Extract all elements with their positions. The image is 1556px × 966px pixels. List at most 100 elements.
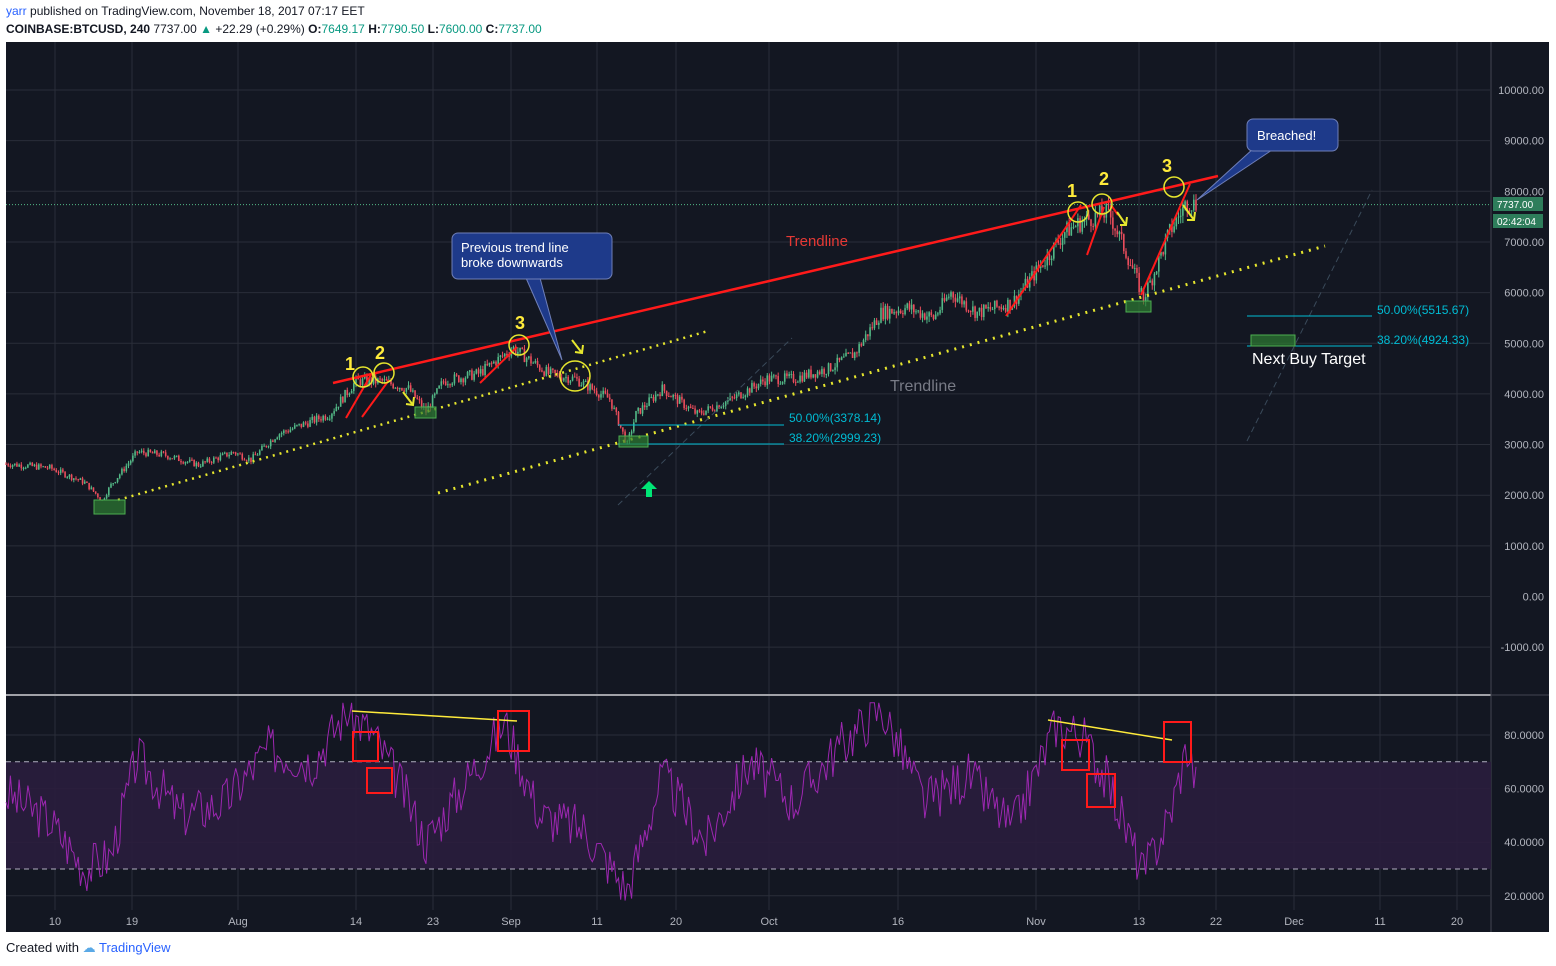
interval: 240: [130, 22, 151, 36]
candle-body: [468, 370, 471, 372]
rsi-tick-label: 40.0000: [1504, 837, 1544, 849]
symbol-name[interactable]: COINBASE:BTCUSD: [6, 22, 124, 36]
candle-body: [554, 369, 556, 373]
candle-body: [125, 465, 128, 472]
candle-body: [595, 390, 598, 396]
rsi-highlight-box: [1086, 773, 1116, 808]
candle-body: [1129, 265, 1132, 267]
candle-body: [1059, 243, 1062, 245]
candle-body: [823, 368, 825, 375]
candle-body: [1009, 299, 1011, 310]
candle-body: [1182, 206, 1184, 216]
candle-body: [976, 311, 979, 318]
time-tick-label: 22: [1210, 916, 1222, 928]
wave-circle: [1067, 201, 1089, 223]
candle-body: [657, 394, 659, 396]
candle-body: [827, 363, 830, 374]
candle-body: [751, 383, 753, 393]
candle-body: [718, 405, 720, 409]
candle-body: [556, 372, 559, 374]
price-axis[interactable]: [1491, 42, 1549, 910]
candle-body: [904, 308, 906, 315]
gray-dashed-diagonal: [617, 337, 793, 506]
callout-breached[interactable]: Breached!: [1196, 118, 1339, 201]
rsi-highlight-box: [1061, 739, 1090, 771]
candle-body: [593, 389, 596, 391]
candle-body: [569, 380, 572, 383]
rsi-highlight-box: [366, 767, 393, 794]
candle-body: [692, 407, 694, 409]
candle-body: [729, 396, 731, 400]
candle-body: [1053, 242, 1055, 259]
candle-body: [355, 376, 357, 384]
candle-body: [1160, 252, 1162, 256]
time-axis[interactable]: [6, 910, 1491, 932]
candle-body: [438, 385, 440, 389]
candle-body: [13, 463, 16, 465]
candle-body: [757, 383, 760, 389]
candle-body: [412, 390, 414, 392]
candle-body: [652, 396, 655, 401]
candle-body: [705, 410, 707, 415]
open-value: 7649.17: [321, 22, 365, 36]
candle-body: [1068, 222, 1070, 236]
candle-body: [530, 356, 532, 364]
candle-body: [733, 397, 736, 399]
candle-body: [385, 379, 388, 381]
change-up-icon: ▲: [200, 22, 213, 36]
price-tick-label: 4000.00: [1504, 389, 1544, 401]
callout-previous-trendline[interactable]: Previous trend line broke downwards: [451, 232, 613, 361]
candle-body: [59, 469, 62, 473]
red-wave-line: [1140, 183, 1191, 296]
candle-body: [1120, 231, 1123, 235]
candle-body: [1125, 251, 1127, 258]
candle-body: [834, 367, 836, 371]
wave-circle: [1163, 176, 1185, 198]
candle-body: [939, 309, 941, 314]
countdown-badge: [1493, 214, 1543, 228]
candle-body: [228, 454, 230, 457]
candle-body: [668, 396, 670, 398]
candle-body: [475, 369, 478, 374]
candle-body: [337, 406, 340, 408]
candle-body: [55, 469, 58, 473]
price-pane[interactable]: [6, 42, 1491, 694]
candle-body: [479, 369, 482, 374]
publisher-name[interactable]: yarr: [6, 4, 27, 18]
candle-body: [880, 307, 882, 323]
axis-corner: [1491, 910, 1549, 932]
candle-body: [676, 395, 679, 404]
tradingview-link[interactable]: TradingView: [99, 940, 171, 955]
wave-circle: [352, 366, 374, 388]
time-tick-label: Oct: [760, 916, 777, 928]
candle-body: [724, 401, 727, 406]
candle-body: [153, 450, 156, 454]
candle-body: [519, 347, 521, 352]
candle-body: [27, 464, 29, 468]
candle-body: [983, 304, 985, 318]
candle-body: [213, 457, 215, 463]
candle-body: [324, 415, 327, 420]
candle-body: [1140, 287, 1143, 293]
candle-body: [287, 431, 289, 433]
candle-body: [759, 379, 762, 384]
candle-body: [73, 478, 75, 480]
candle-body: [991, 309, 994, 311]
candle-body: [136, 451, 139, 453]
candle-body: [547, 366, 550, 374]
candle-body: [1007, 299, 1009, 312]
candle-body: [1031, 271, 1033, 277]
candle-body: [359, 379, 362, 386]
candle-body: [571, 376, 574, 381]
candle-body: [598, 395, 600, 398]
price-tick-label: 6000.00: [1504, 288, 1544, 300]
rsi-divergence-line: [1047, 719, 1173, 741]
candle-body: [923, 313, 926, 320]
candle-body: [335, 406, 338, 412]
red-wave-line: [361, 379, 390, 418]
candle-body: [129, 460, 132, 464]
candle-body: [873, 320, 876, 329]
candle-body: [392, 384, 394, 389]
buy-zone-box: [618, 435, 649, 448]
